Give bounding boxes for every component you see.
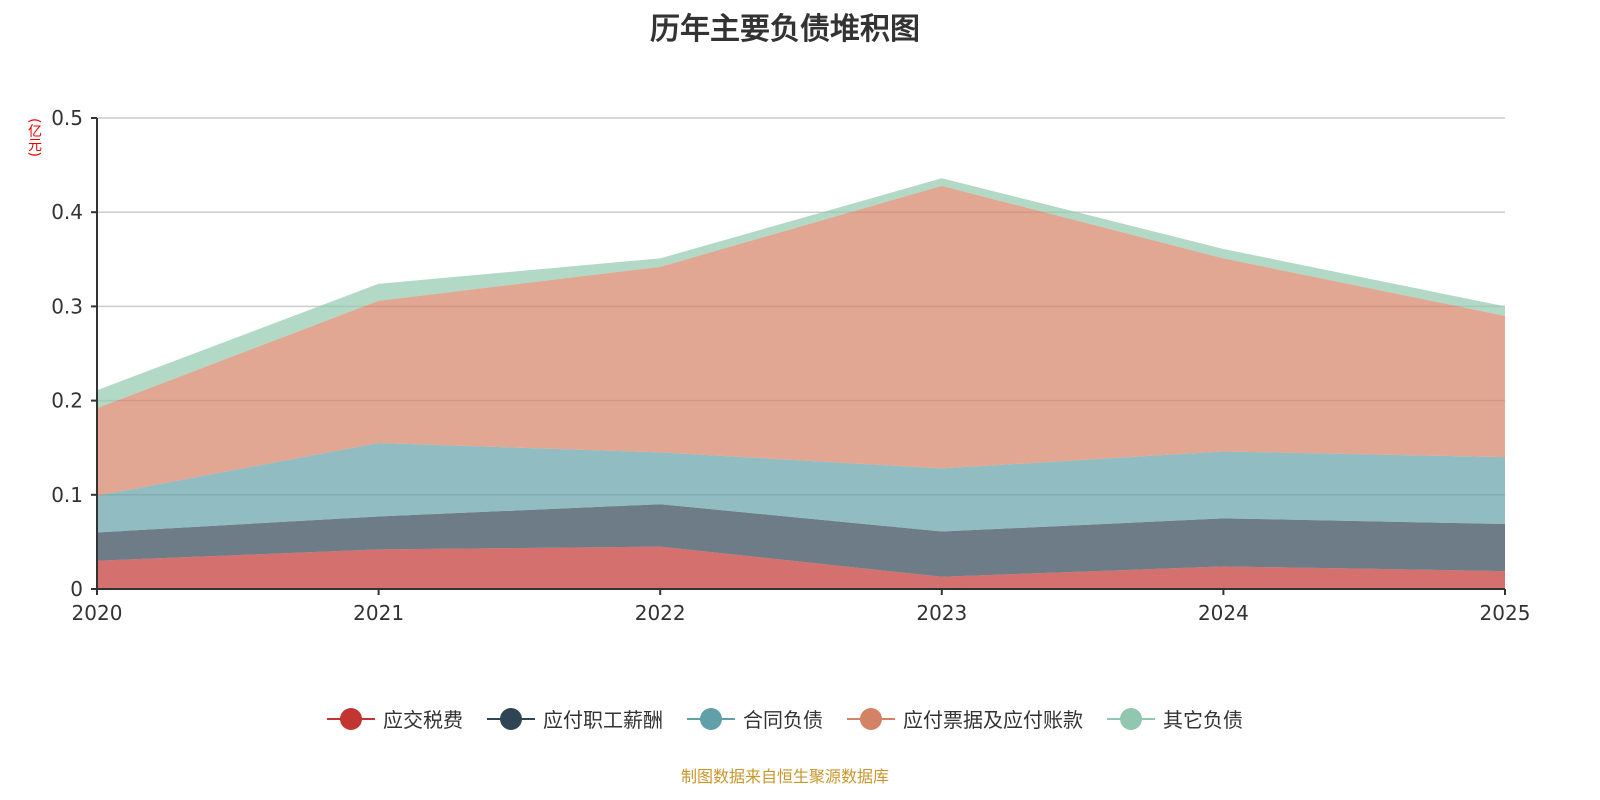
legend-marker-icon (847, 707, 895, 731)
legend-marker-icon (687, 707, 735, 731)
x-tick-label: 2020 (72, 601, 123, 625)
legend-label: 合同负债 (743, 708, 823, 732)
data-source-note: 制图数据来自恒生聚源数据库 (680, 767, 889, 786)
area-series-0[interactable] (97, 546, 1505, 589)
legend-label: 应交税费 (383, 708, 463, 732)
legend-item-1[interactable]: 应付职工薪酬 (487, 704, 663, 733)
y-tick-label: 0 (70, 577, 83, 601)
y-tick-label: 0.4 (51, 200, 83, 224)
x-tick-label: 2025 (1480, 601, 1531, 625)
legend-item-0[interactable]: 应交税费 (327, 704, 463, 733)
legend-marker-icon (1107, 707, 1155, 731)
area-series-1[interactable] (97, 504, 1505, 577)
legend-label: 应付职工薪酬 (543, 708, 663, 732)
y-axis-unit-label: (亿元) (26, 118, 42, 157)
y-tick-label: 0.3 (51, 294, 83, 318)
y-tick-label: 0.1 (51, 483, 83, 507)
legend-item-3[interactable]: 应付票据及应付账款 (847, 704, 1083, 733)
area-series-3[interactable] (97, 185, 1505, 496)
x-tick-label: 2022 (635, 601, 686, 625)
legend-label: 应付票据及应付账款 (903, 708, 1083, 732)
chart-title: 历年主要负债堆积图 (650, 12, 920, 47)
y-tick-label: 0.5 (51, 106, 83, 130)
legend-label: 其它负债 (1163, 708, 1243, 732)
legend-item-2[interactable]: 合同负债 (687, 704, 823, 733)
legend: 应交税费 应付职工薪酬 合同负债 应付票据及应付账款 其它负债 (0, 704, 1570, 733)
y-tick-label: 0.2 (51, 389, 83, 413)
legend-marker-icon (327, 707, 375, 731)
legend-marker-icon (487, 707, 535, 731)
area-series-4[interactable] (97, 178, 1505, 409)
x-tick-label: 2023 (916, 601, 967, 625)
x-tick-label: 2024 (1198, 601, 1249, 625)
legend-item-4[interactable]: 其它负债 (1107, 704, 1243, 733)
x-tick-label: 2021 (353, 601, 404, 625)
area-series-2[interactable] (97, 442, 1505, 533)
